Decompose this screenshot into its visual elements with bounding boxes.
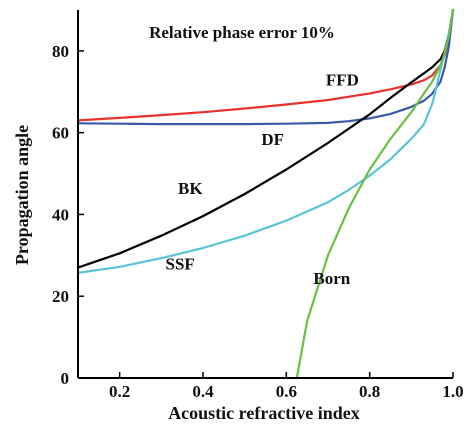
series-line-bk: [76, 8, 455, 269]
series-line-born: [295, 8, 455, 380]
y-tick-label: 60: [52, 124, 69, 143]
axes: 0.2 0.4 0.6 0.8 1.0 0 20 40 60 80: [52, 10, 464, 401]
y-tick-label: 20: [52, 287, 69, 306]
x-tick-label: 1.0: [442, 382, 463, 401]
y-ticks: 0 20 40 60 80: [52, 42, 84, 388]
series-line-ssf: [76, 8, 455, 274]
y-tick-label: 80: [52, 42, 69, 61]
series-label-ffd: FFD: [326, 71, 359, 90]
x-tick-label: 0.2: [109, 382, 130, 401]
y-axis-title: Propagation angle: [12, 125, 32, 265]
x-axis-title: Acoustic refractive index: [168, 403, 360, 423]
series-label-bk: BK: [178, 179, 203, 198]
series-labels: FFD DF BK SSF Born: [166, 71, 359, 288]
series-label-ssf: SSF: [166, 255, 195, 274]
x-tick-label: 0.6: [276, 382, 297, 401]
y-tick-label: 0: [61, 369, 70, 388]
y-tick-label: 40: [52, 205, 69, 224]
series-label-df: DF: [261, 130, 284, 149]
x-ticks: 0.2 0.4 0.6 0.8 1.0: [109, 372, 464, 401]
chart-annotation: Relative phase error 10%: [149, 23, 335, 42]
x-tick-label: 0.4: [192, 382, 214, 401]
series-line-df: [76, 8, 455, 126]
plot-area: [76, 8, 455, 380]
x-tick-label: 0.8: [359, 382, 380, 401]
series-label-born: Born: [313, 269, 350, 288]
